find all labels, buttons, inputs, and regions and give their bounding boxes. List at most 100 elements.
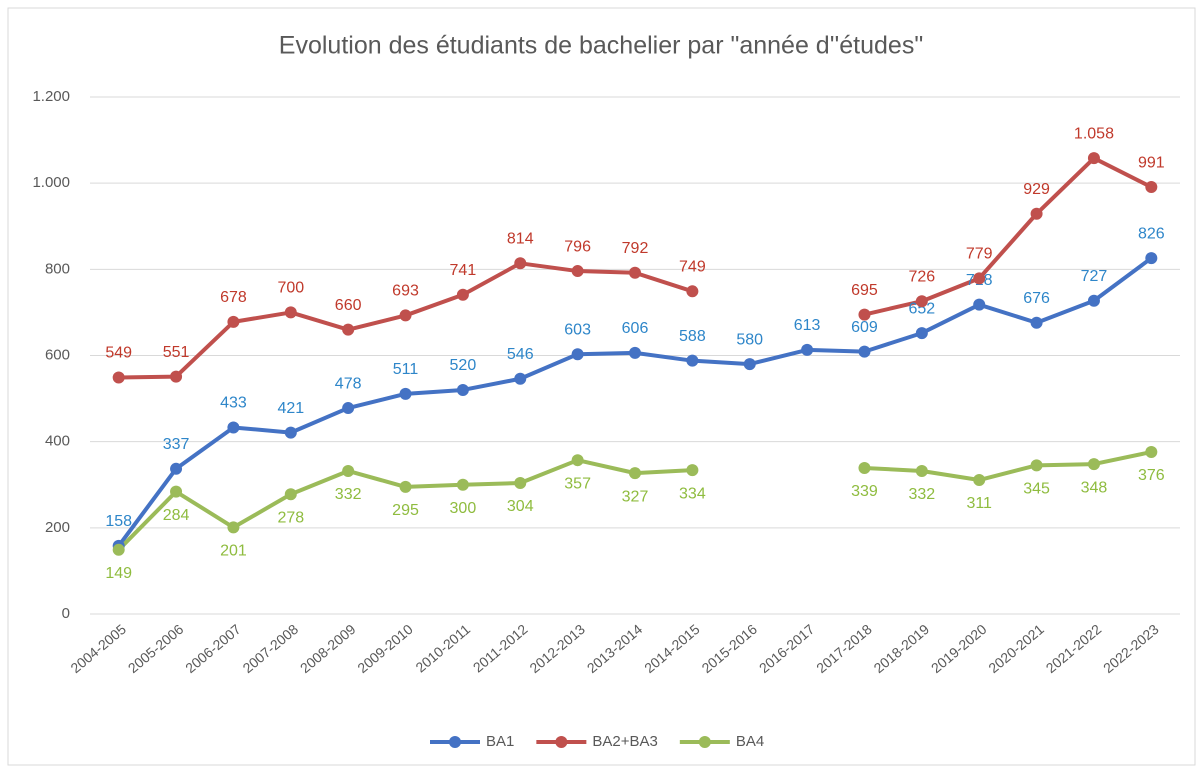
data-label: 613 (794, 317, 821, 334)
data-label: 304 (507, 498, 534, 515)
point (801, 343, 814, 356)
data-label: 348 (1081, 479, 1108, 496)
legend-marker (555, 736, 568, 748)
point (399, 387, 412, 400)
data-label: 678 (220, 289, 247, 306)
point (571, 454, 584, 467)
point (629, 266, 641, 279)
point (743, 358, 756, 371)
point (858, 461, 871, 474)
legend-label: BA4 (736, 733, 764, 750)
data-label: 327 (622, 488, 649, 505)
legend-marker (698, 736, 711, 748)
data-label: 339 (851, 483, 878, 500)
point (629, 467, 641, 480)
point (170, 370, 183, 383)
data-label: 693 (392, 283, 419, 300)
data-label: 478 (335, 375, 362, 392)
data-label: 311 (966, 495, 992, 512)
point (1145, 446, 1158, 459)
legend-label: BA1 (486, 733, 514, 750)
point (227, 521, 240, 534)
point (1087, 458, 1100, 471)
point (629, 346, 641, 359)
data-label: 433 (220, 395, 247, 412)
data-label: 332 (335, 486, 362, 503)
point (514, 257, 527, 270)
point (342, 464, 355, 477)
point (915, 295, 928, 308)
data-label: 727 (1081, 268, 1108, 285)
data-label: 580 (736, 331, 763, 348)
point (456, 288, 469, 301)
data-label: 549 (105, 345, 132, 362)
data-label: 546 (507, 346, 534, 363)
data-label: 295 (392, 502, 419, 519)
data-label: 991 (1138, 154, 1165, 171)
data-label: 609 (851, 319, 878, 336)
chart-title: Evolution des étudiants de bachelier par… (279, 32, 923, 60)
point (686, 464, 699, 477)
data-label: 284 (163, 507, 190, 524)
data-label: 511 (393, 361, 419, 378)
point (915, 464, 928, 477)
point (227, 315, 240, 328)
data-label: 1.058 (1074, 125, 1114, 142)
y-tick-label: 600 (45, 346, 70, 363)
point (973, 474, 986, 487)
data-label: 796 (564, 238, 591, 255)
point (686, 285, 699, 298)
point (112, 543, 125, 556)
point (1145, 252, 1158, 265)
point (915, 327, 928, 340)
data-label: 588 (679, 328, 706, 345)
point (399, 309, 412, 322)
data-label: 741 (450, 262, 477, 279)
data-label: 603 (564, 321, 591, 338)
data-label: 792 (622, 240, 649, 257)
data-label: 606 (622, 320, 649, 337)
legend-label: BA2+BA3 (592, 733, 657, 750)
point (170, 485, 183, 498)
data-label: 278 (277, 509, 304, 526)
point (284, 306, 297, 319)
data-label: 652 (908, 300, 935, 317)
data-label: 201 (220, 543, 247, 560)
point (456, 478, 469, 491)
data-label: 814 (507, 231, 534, 248)
point (973, 298, 986, 311)
data-label: 929 (1023, 181, 1050, 198)
point (456, 383, 469, 396)
data-label: 158 (105, 513, 132, 530)
data-label: 337 (163, 436, 190, 453)
point (1030, 316, 1043, 329)
data-label: 826 (1138, 225, 1165, 242)
y-tick-label: 200 (45, 519, 70, 536)
y-tick-label: 1.200 (32, 88, 70, 105)
data-label: 700 (277, 280, 304, 297)
data-label: 520 (450, 357, 477, 374)
point (514, 477, 527, 490)
point (1030, 459, 1043, 472)
data-label: 332 (908, 486, 935, 503)
point (342, 402, 355, 415)
point (514, 372, 527, 385)
point (399, 480, 412, 493)
point (571, 348, 584, 361)
point (1030, 207, 1043, 220)
data-label: 376 (1138, 467, 1165, 484)
data-label: 357 (564, 475, 591, 492)
point (112, 371, 125, 384)
data-label: 551 (163, 344, 190, 361)
point (1087, 152, 1100, 165)
data-label: 779 (966, 246, 993, 263)
data-label: 726 (908, 268, 935, 285)
point (1087, 294, 1100, 307)
point (1145, 181, 1158, 194)
data-label: 660 (335, 297, 362, 314)
point (686, 354, 699, 367)
point (858, 345, 871, 358)
data-label: 345 (1023, 481, 1050, 498)
point (973, 272, 986, 285)
y-tick-label: 400 (45, 433, 70, 450)
